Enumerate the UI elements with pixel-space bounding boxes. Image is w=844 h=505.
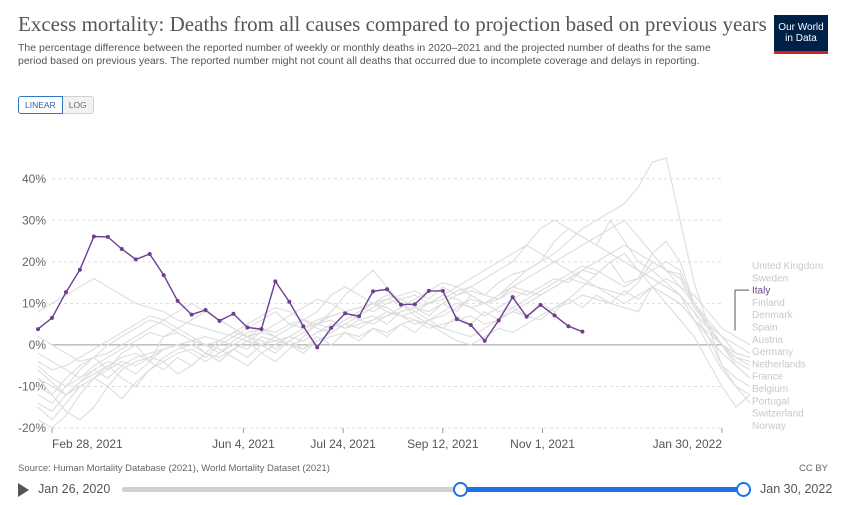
italy-data-point [357, 314, 362, 319]
italy-data-point [203, 308, 208, 313]
italy-data-point [273, 279, 278, 284]
italy-data-point [133, 257, 138, 262]
y-tick-label: 40% [22, 172, 46, 186]
italy-data-point [580, 329, 585, 334]
x-tick-label: Feb 28, 2021 [52, 437, 123, 451]
y-tick-label: -10% [18, 379, 46, 393]
italy-data-point [50, 315, 54, 320]
legend-label-united-kingdom: United Kingdom [752, 261, 823, 272]
chart-subtitle: The percentage difference between the re… [18, 42, 711, 67]
italy-data-point [510, 295, 515, 300]
series-line-portugal [37, 252, 751, 429]
legend-label-austria: Austria [752, 335, 784, 346]
italy-data-point [259, 327, 264, 332]
italy-data-point [77, 267, 82, 272]
series-line-finland [37, 240, 751, 396]
chart-title: Excess mortality: Deaths from all causes… [18, 12, 767, 36]
series-line-italy [37, 235, 583, 349]
italy-data-point [301, 324, 306, 329]
owid-logo[interactable]: Our World in Data [774, 15, 828, 54]
timeline-selected-range[interactable] [460, 487, 744, 492]
italy-data-point [524, 314, 529, 319]
legend-label-denmark: Denmark [752, 310, 794, 321]
timeline-start-handle[interactable] [453, 482, 468, 497]
logo-line-1: Our World [778, 22, 824, 33]
italy-data-point [329, 325, 334, 330]
italy-data-point [161, 273, 166, 278]
italy-data-point [482, 338, 487, 343]
timeline-end-label: Jan 30, 2022 [760, 482, 833, 496]
legend-label-belgium: Belgium [752, 384, 788, 395]
italy-data-point [63, 290, 68, 295]
series-line-united-kingdom [37, 261, 751, 421]
timeline-end-handle[interactable] [736, 482, 751, 497]
legend-label-germany: Germany [752, 347, 793, 358]
play-icon[interactable] [18, 483, 29, 497]
license-label[interactable]: CC BY [798, 463, 828, 474]
italy-data-point [371, 289, 376, 294]
legend-label-portugal: Portugal [752, 396, 789, 407]
excess-mortality-chart[interactable]: -20% -10% 0% 10% 20% 30% 40% Feb 28, 2021 Jun 4,… [0, 0, 844, 460]
logo-line-2: in Data [785, 33, 817, 44]
italy-data-point [385, 287, 389, 292]
legend-label-netherlands: Netherlands [752, 359, 806, 370]
italy-data-point [426, 288, 431, 293]
italy-data-point [440, 288, 445, 293]
y-tick-label: 20% [22, 255, 46, 269]
y-tick-label: 0% [29, 338, 47, 352]
italy-data-point [231, 311, 236, 316]
italy-data-point [566, 324, 571, 329]
scale-toggle: LINEAR LOG [18, 96, 94, 114]
italy-data-point [552, 313, 557, 318]
x-tick-label: Jul 24, 2021 [310, 437, 376, 451]
series-line-switzerland [37, 227, 751, 421]
italy-data-point [468, 322, 473, 327]
italy-data-point [454, 317, 459, 322]
italy-data-point [287, 299, 292, 304]
x-tick-label: Jun 4, 2021 [212, 437, 275, 451]
legend-label-switzerland: Switzerland [752, 409, 804, 420]
x-tick-label: Nov 1, 2021 [510, 437, 575, 451]
italy-data-point [175, 298, 180, 303]
y-tick-label: -20% [18, 421, 46, 435]
linear-scale-button[interactable]: LINEAR [18, 96, 63, 114]
legend-label-spain: Spain [752, 323, 778, 334]
italy-data-point [245, 325, 250, 330]
italy-data-point [496, 318, 501, 323]
y-tick-label: 10% [22, 296, 46, 310]
italy-data-point [105, 234, 110, 239]
italy-data-point [91, 234, 96, 239]
legend-label-norway: Norway [752, 421, 786, 432]
legend-label-sweden: Sweden [752, 273, 788, 284]
timeline-start-label: Jan 26, 2020 [38, 482, 111, 496]
legend-label-france: France [752, 372, 784, 383]
italy-data-point [189, 312, 194, 317]
x-tick-label: Sep 12, 2021 [407, 437, 479, 451]
italy-data-point [315, 345, 320, 350]
italy-data-point [217, 318, 222, 323]
legend-label-finland: Finland [752, 298, 785, 309]
italy-data-point [412, 302, 417, 307]
timeline: Jan 26, 2020 Jan 30, 2022 [0, 478, 844, 502]
log-scale-button[interactable]: LOG [62, 96, 94, 114]
source-note[interactable]: Source: Human Mortality Database (2021),… [18, 463, 330, 474]
series-line-belgium [37, 252, 751, 413]
timeline-track[interactable] [122, 487, 744, 492]
y-tick-label: 30% [22, 213, 46, 227]
italy-data-point [147, 251, 152, 256]
italy-data-point [343, 311, 348, 316]
legend-label-italy: Italy [752, 286, 770, 297]
x-tick-label: Jan 30, 2022 [653, 437, 723, 451]
series-line-france [37, 261, 751, 371]
italy-data-point [119, 246, 124, 251]
italy-data-point [538, 303, 543, 308]
italy-data-point [36, 327, 41, 332]
italy-data-point [398, 302, 403, 307]
series-line-norway [37, 286, 751, 396]
series-line-sweden [37, 286, 751, 396]
